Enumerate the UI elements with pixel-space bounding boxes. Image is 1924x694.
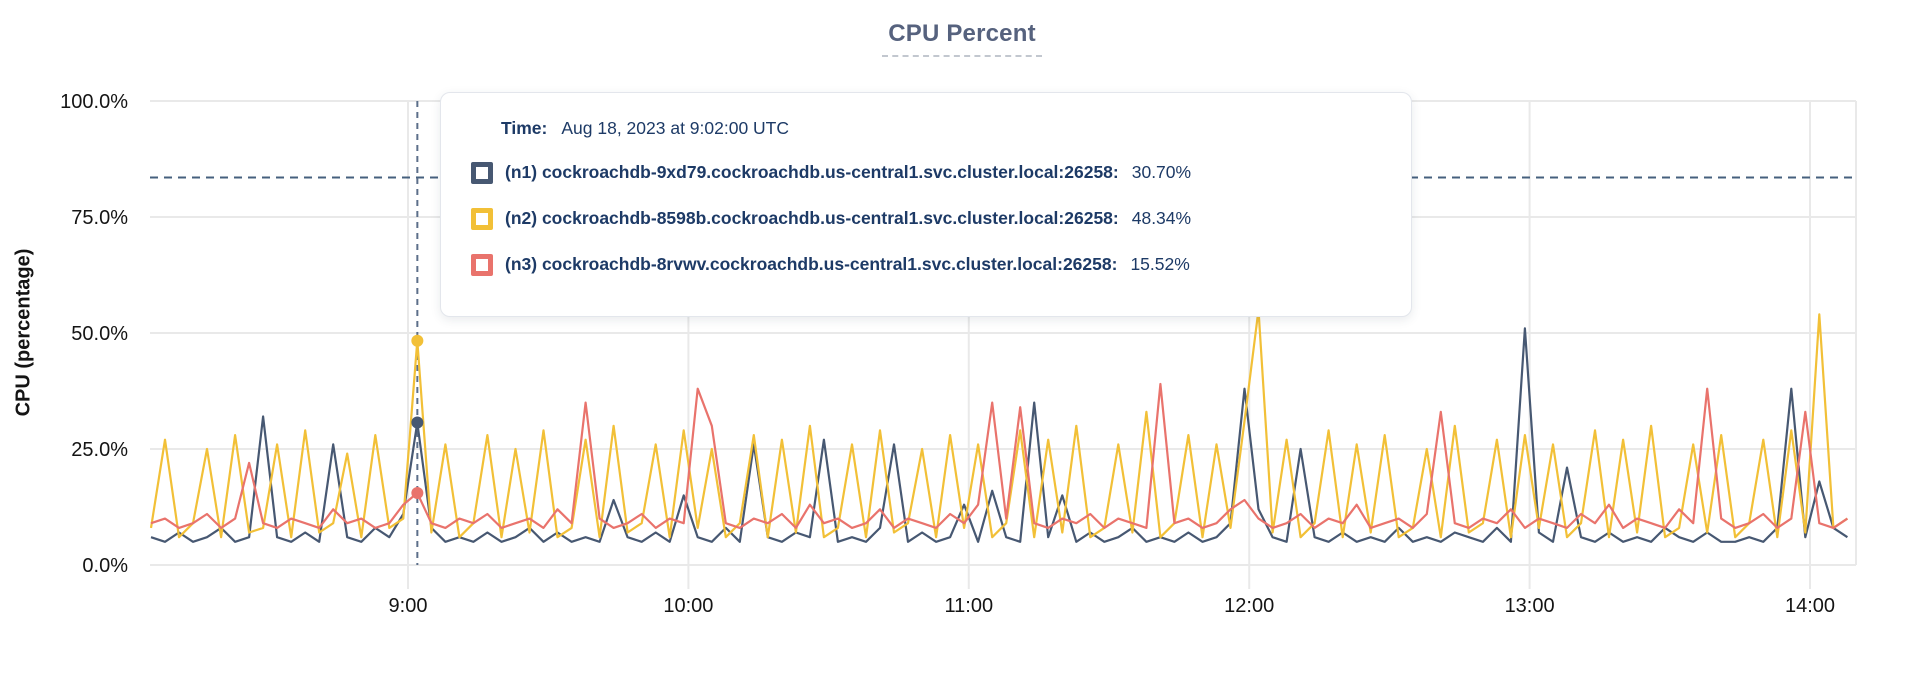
- tooltip-time-label: Time:: [501, 118, 548, 138]
- hover-point-n2: [411, 334, 424, 347]
- series-n1-swatch-icon: [471, 161, 493, 184]
- tooltip-time-value: Aug 18, 2023 at 9:02:00 UTC: [561, 118, 790, 138]
- tooltip-series-row: (n3) cockroachdb-8rvwv.cockroachdb.us-ce…: [471, 247, 1381, 282]
- x-tick-label: 13:00: [1505, 595, 1555, 617]
- series-line-n3[interactable]: [150, 382, 1849, 530]
- series-n2-label: (n2) cockroachdb-8598b.cockroachdb.us-ce…: [505, 208, 1119, 228]
- series-n3-label: (n3) cockroachdb-8rvwv.cockroachdb.us-ce…: [505, 254, 1118, 274]
- tooltip-time-row: Time: Aug 18, 2023 at 9:02:00 UTC: [501, 118, 1381, 139]
- hover-point-n3: [411, 486, 424, 499]
- series-line-n2[interactable]: [149, 308, 1849, 539]
- series-n3-swatch-icon: [471, 253, 493, 276]
- y-tick-label: 50.0%: [71, 323, 128, 345]
- x-tick-label: 9:00: [389, 595, 428, 617]
- y-tick-label: 75.0%: [71, 207, 128, 229]
- x-tick-label: 10:00: [663, 595, 713, 617]
- y-tick-label: 25.0%: [71, 439, 128, 461]
- series-line-n1[interactable]: [150, 327, 1849, 543]
- y-tick-label: 100.0%: [60, 91, 128, 113]
- series-n2-swatch-icon: [471, 207, 493, 230]
- series-n2-value: 48.34%: [1131, 208, 1192, 228]
- x-tick-label: 11:00: [945, 595, 994, 617]
- x-tick-label: 14:00: [1785, 595, 1835, 617]
- series-n3-value: 15.52%: [1130, 254, 1190, 274]
- tooltip-series-row: (n2) cockroachdb-8598b.cockroachdb.us-ce…: [471, 201, 1381, 236]
- hover-point-n1: [411, 416, 424, 429]
- tooltip-series-row: (n1) cockroachdb-9xd79.cockroachdb.us-ce…: [471, 155, 1381, 190]
- series-n1-value: 30.70%: [1131, 162, 1192, 182]
- series-n1-label: (n1) cockroachdb-9xd79.cockroachdb.us-ce…: [505, 162, 1119, 182]
- x-tick-label: 12:00: [1224, 595, 1274, 617]
- y-tick-label: 0.0%: [82, 555, 128, 577]
- chart-hover-tooltip: Time: Aug 18, 2023 at 9:02:00 UTC (n1) c…: [440, 92, 1412, 317]
